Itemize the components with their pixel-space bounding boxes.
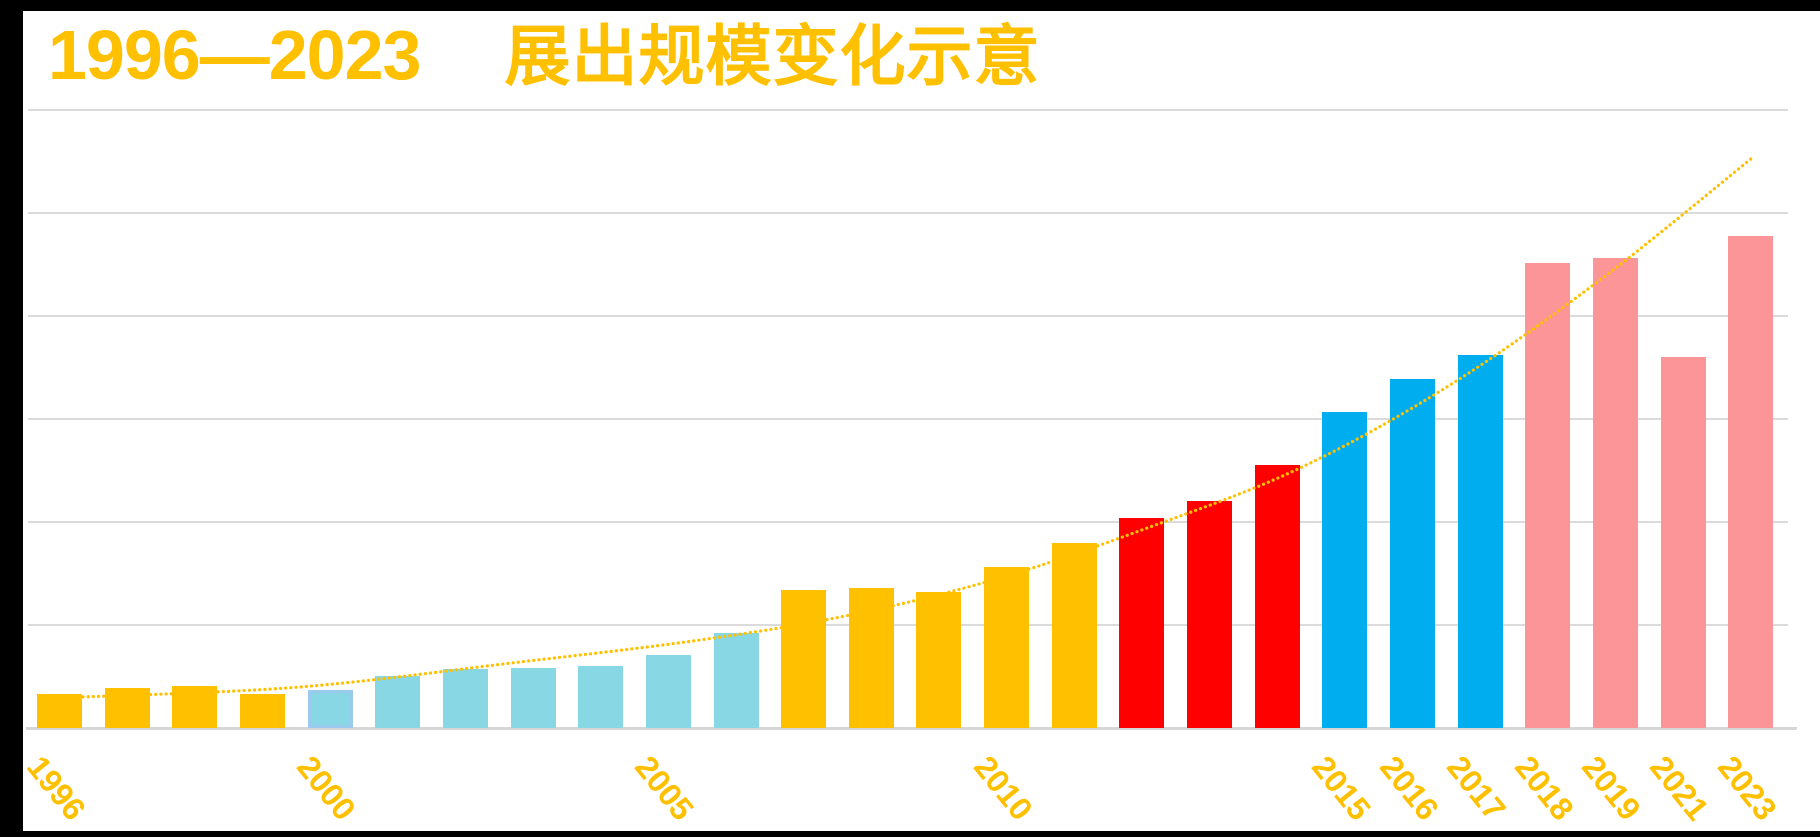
gridline xyxy=(28,418,1788,420)
bar-2006[interactable] xyxy=(714,633,759,728)
title-chinese-text: 展出规模变化示意 xyxy=(504,19,1041,93)
bar-1997[interactable] xyxy=(105,688,150,728)
black-edge-bottom xyxy=(0,831,1820,837)
bar-2019[interactable] xyxy=(1593,258,1638,728)
bar-2021[interactable] xyxy=(1661,357,1706,728)
page-title: 1996—2023 展出规模变化示意 xyxy=(48,19,1041,93)
x-tick-label-2015[interactable]: 2015 xyxy=(1305,749,1378,827)
black-edge-left xyxy=(0,0,23,837)
gridline xyxy=(28,109,1788,111)
x-tick-label-2018[interactable]: 2018 xyxy=(1508,749,1581,827)
bar-2005[interactable] xyxy=(646,655,691,728)
bar-2000[interactable] xyxy=(308,690,353,728)
bar-2009[interactable] xyxy=(916,592,961,728)
bar-2003[interactable] xyxy=(511,668,556,728)
bar-2002[interactable] xyxy=(443,669,488,728)
bar-2014[interactable] xyxy=(1255,465,1300,728)
x-tick-label-2010[interactable]: 2010 xyxy=(967,749,1040,827)
x-tick-label-1996[interactable]: 1996 xyxy=(20,749,93,827)
gridline xyxy=(28,624,1788,626)
bar-2010[interactable] xyxy=(984,567,1029,728)
bar-2012[interactable] xyxy=(1119,518,1164,728)
x-tick-label-2016[interactable]: 2016 xyxy=(1373,749,1446,827)
x-tick-label-2005[interactable]: 2005 xyxy=(628,749,701,827)
bar-2007[interactable] xyxy=(781,590,826,728)
bar-2008[interactable] xyxy=(849,588,894,728)
bar-2013[interactable] xyxy=(1187,501,1232,728)
bar-2015[interactable] xyxy=(1322,412,1367,728)
bar-1996[interactable] xyxy=(37,694,82,728)
bar-2001[interactable] xyxy=(375,676,420,728)
x-tick-label-2017[interactable]: 2017 xyxy=(1440,749,1513,827)
gridline xyxy=(28,212,1788,214)
bar-2016[interactable] xyxy=(1390,379,1435,728)
x-tick-label-2023[interactable]: 2023 xyxy=(1711,749,1784,827)
x-axis-line xyxy=(26,727,1797,730)
title-year-range: 1996—2023 xyxy=(48,16,421,94)
bar-2018[interactable] xyxy=(1525,263,1570,728)
gridline xyxy=(28,521,1788,523)
bar-2023[interactable] xyxy=(1728,236,1773,728)
bar-2017[interactable] xyxy=(1458,355,1503,728)
x-tick-label-2021[interactable]: 2021 xyxy=(1643,749,1716,827)
black-edge-top xyxy=(0,0,1820,11)
gridline xyxy=(28,315,1788,317)
bar-1998[interactable] xyxy=(172,686,217,728)
bar-2011[interactable] xyxy=(1052,543,1097,728)
x-tick-label-2019[interactable]: 2019 xyxy=(1575,749,1648,827)
bar-2004[interactable] xyxy=(578,666,623,728)
x-tick-label-2000[interactable]: 2000 xyxy=(290,749,363,827)
bar-1999[interactable] xyxy=(240,694,285,728)
